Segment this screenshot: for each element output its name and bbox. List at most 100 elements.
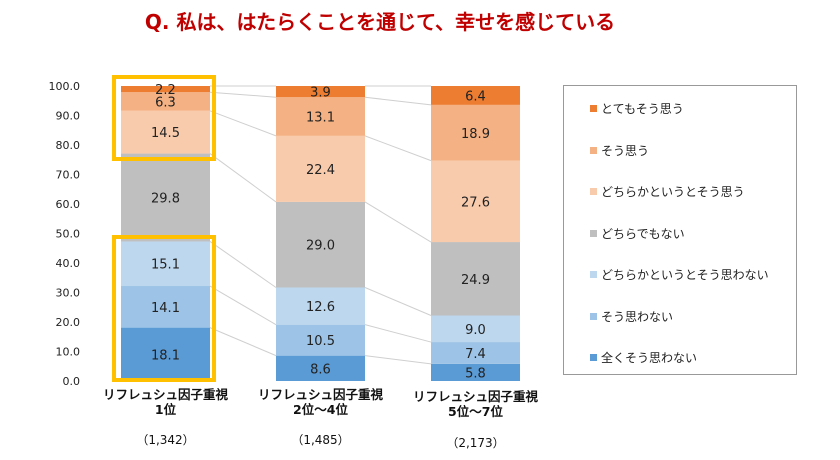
category-line1: リフレュシュ因子重視 [412,389,538,404]
connector-line [364,287,432,316]
bar-segment [431,363,520,381]
legend-item: とてもそう思う [590,100,684,117]
data-label: 22.4 [306,163,335,178]
legend-swatch [590,312,597,320]
bar-segment [121,153,210,242]
category-line2: 5位～7位 [448,404,503,419]
bar-segment [431,342,520,364]
data-label: 18.1 [151,348,180,363]
data-label: 9.0 [465,323,486,338]
x-category-label: リフレュシュ因子重視 5位～7位 [406,389,546,419]
sample-size-label: （1,485） [291,433,350,447]
bar-segment [121,86,210,93]
bar-segment [121,327,210,381]
legend-item: どちらかというとそう思う [590,183,745,200]
data-label: 12.6 [306,300,335,315]
legend-swatch [590,146,597,154]
y-tick-label: 20.0 [56,316,81,329]
legend-label: 全くそう思わない [601,351,698,365]
legend-label: そう思う [601,143,650,158]
connector-line [209,91,277,98]
y-tick-label: 70.0 [56,169,81,182]
connector-line [364,135,432,162]
connector-line [364,324,432,343]
bar-segment [276,287,365,325]
legend-label: そう思わない [601,309,674,324]
legend-swatch [590,354,597,361]
category-line2: 1位 [154,402,177,417]
connector-line [209,153,277,203]
data-label: 29.8 [151,192,180,207]
y-tick-label: 10.0 [56,346,81,359]
connector-line [364,355,432,365]
data-label: 6.3 [155,95,176,110]
sample-size-label: （1,342） [136,433,195,447]
legend-item: どちらかというとそう思わない [590,266,769,283]
y-tick-label: 40.0 [56,257,81,270]
y-tick-label: 90.0 [56,110,81,123]
bar-segment [276,324,365,356]
x-category-label: リフレュシュ因子重視 1位 [96,387,236,417]
bar-segment [431,315,520,343]
data-label: 3.9 [310,86,331,101]
bar-segment [431,242,520,316]
category-line1: リフレュシュ因子重視 [257,387,383,402]
data-label: 29.0 [306,239,335,254]
connector-line [209,327,277,357]
legend-swatch [590,271,597,278]
bar-segment [431,86,520,105]
bar-segment [276,201,365,288]
bar-segment [121,241,210,287]
data-label: 10.5 [306,334,335,349]
legend-label: どちらかというとそう思わない [601,268,769,282]
bar-segment [276,86,365,98]
data-label: 5.8 [465,366,486,381]
bar-segment [431,104,520,161]
sample-size-label: （2,173） [446,436,505,450]
category-line2: 2位～4位 [293,402,348,417]
y-tick-label: 80.0 [56,139,81,152]
highlight-box [112,75,216,161]
y-tick-label: 0.0 [63,375,81,388]
connector-line [364,96,432,106]
x-category-label: リフレュシュ因子重視 2位～4位 [251,387,391,417]
data-label: 13.1 [306,111,335,126]
data-label: 24.9 [461,273,490,288]
legend: とてもそう思う そう思うどちらかというとそう思う どちらでもないどちらかというとそう… [563,85,797,375]
legend-label: どちらかというとそう思う [601,185,745,199]
data-label: 27.6 [461,195,490,210]
data-label: 8.6 [310,362,331,377]
legend-item: どちらでもない [590,225,685,242]
y-tick-label: 50.0 [56,228,81,241]
data-label: 2.2 [155,83,176,98]
connector-line [209,285,277,326]
connector-line [364,201,432,243]
legend-item: 全くそう思わない [590,349,697,366]
data-label: 14.5 [151,126,180,141]
bar-segment [121,286,210,328]
bar-segment [121,110,210,154]
legend-item: そう思う [590,142,649,159]
bar-segment [121,92,210,111]
legend-item: そう思わない [590,308,673,325]
data-label: 18.9 [461,127,490,142]
connector-line [209,241,277,288]
legend-swatch [590,105,597,112]
bar-segment [431,160,520,243]
bar-segment [276,355,365,381]
bar-segment [276,97,365,136]
data-label: 14.1 [151,301,180,316]
highlight-box [112,235,216,382]
data-label: 15.1 [151,258,180,273]
y-tick-label: 30.0 [56,287,81,300]
bar-segment [276,135,365,202]
legend-label: どちらでもない [601,226,685,241]
legend-label: とてもそう思う [601,102,684,116]
legend-swatch [590,188,597,195]
chart-title: Q. 私は、はたらくことを通じて、幸せを感じている [144,10,616,34]
y-tick-label: 60.0 [56,198,81,211]
data-label: 7.4 [465,347,486,362]
data-label: 6.4 [465,89,486,104]
category-line1: リフレュシュ因子重視 [102,387,228,402]
